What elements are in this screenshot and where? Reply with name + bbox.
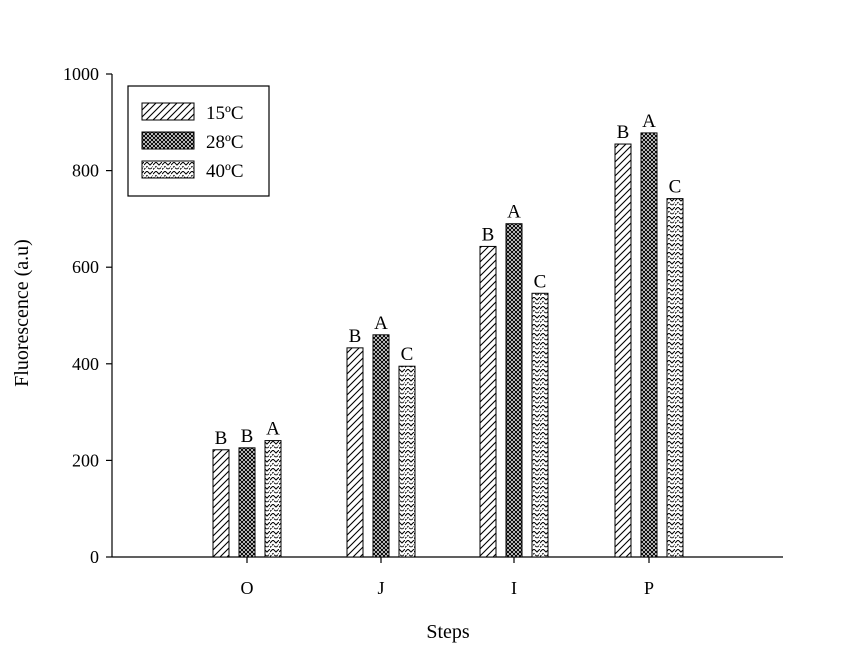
legend-swatch — [141, 102, 195, 121]
x-tick-label: I — [511, 578, 517, 598]
bar-J-series-2 — [372, 334, 390, 558]
bar-J-series-3 — [398, 365, 416, 558]
bar-significance-label: A — [266, 419, 280, 440]
bar-I-series-2 — [505, 223, 523, 558]
y-tick-label: 800 — [72, 161, 99, 181]
bar-O-series-2 — [238, 447, 256, 558]
bar-significance-label: A — [507, 202, 521, 223]
bar-significance-label: B — [241, 426, 254, 447]
legend-label: 15ºC — [206, 103, 244, 124]
bar-I-series-1 — [479, 245, 497, 558]
x-tick-label: J — [377, 578, 384, 598]
legend-swatch — [141, 160, 195, 179]
legend: 15ºC 28ºC 40ºC — [127, 85, 270, 197]
y-axis: 0 200 400 600 800 1000 — [63, 64, 113, 567]
bar-significance-label: C — [401, 344, 414, 365]
y-tick-label: 1000 — [63, 64, 99, 84]
bar-significance-label: C — [534, 271, 547, 292]
x-axis-title: Steps — [426, 621, 470, 643]
y-tick-label: 400 — [72, 354, 99, 374]
x-tick-label: P — [644, 578, 654, 598]
bar-significance-label: B — [349, 326, 362, 347]
x-tick-label: O — [241, 578, 254, 598]
bar-significance-label: B — [482, 224, 495, 245]
y-tick-label: 0 — [90, 547, 99, 567]
bar-significance-label: B — [215, 428, 228, 449]
bars — [212, 132, 684, 558]
bar-O-series-3 — [264, 440, 282, 558]
legend-swatch — [141, 131, 195, 150]
bar-O-series-1 — [212, 449, 230, 558]
bar-P-series-2 — [640, 132, 658, 558]
bar-significance-label: A — [642, 111, 656, 132]
bar-J-series-1 — [346, 347, 364, 558]
y-ticks: 0 200 400 600 800 1000 — [63, 64, 112, 567]
legend-label: 28ºC — [206, 132, 244, 153]
y-tick-label: 200 — [72, 450, 99, 470]
bar-P-series-3 — [666, 198, 684, 558]
bar-I-series-3 — [531, 292, 549, 558]
y-axis-title: Fluorescence (a.u) — [11, 239, 33, 387]
legend-label: 40ºC — [206, 161, 244, 182]
bar-significance-label: A — [374, 313, 388, 334]
bar-P-series-1 — [614, 143, 632, 558]
bar-significance-label: B — [617, 122, 630, 143]
y-tick-label: 600 — [72, 257, 99, 277]
bar-significance-label: C — [669, 177, 682, 198]
